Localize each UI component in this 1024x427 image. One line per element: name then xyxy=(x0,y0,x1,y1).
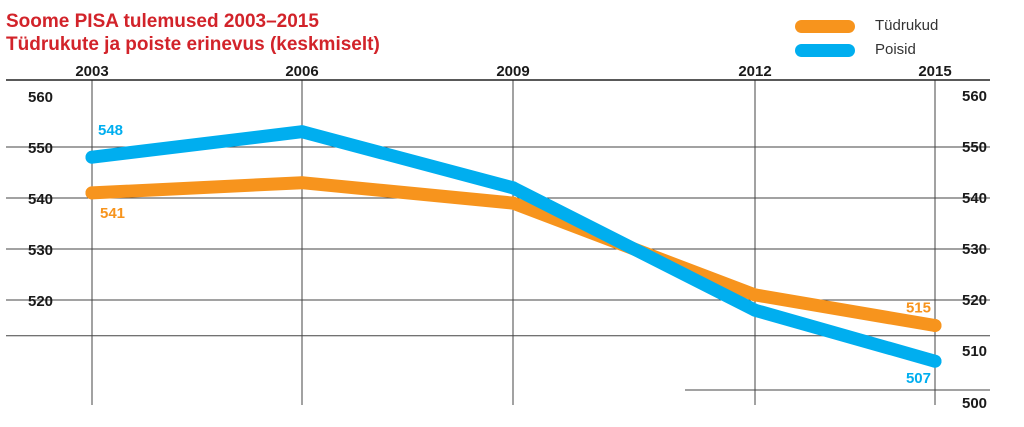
data-point-poisid-2003 xyxy=(85,150,99,164)
y-right-tick-500: 500 xyxy=(962,395,987,412)
data-label-poisid-2003: 548 xyxy=(98,122,123,139)
legend-item-poisid: Poisid xyxy=(795,40,995,64)
data-point-tudrukud-2009 xyxy=(506,196,520,210)
data-label-tudrukud-2003: 541 xyxy=(100,205,125,222)
legend-label-tudrukud: Tüdrukud xyxy=(875,17,939,34)
x-tick-2006: 2006 xyxy=(285,63,318,80)
y-left-tick-550: 550 xyxy=(28,140,53,157)
data-label-poisid-2015: 507 xyxy=(906,370,931,387)
legend-item-tudrukud: Tüdrukud xyxy=(795,16,995,40)
data-point-poisid-2009 xyxy=(506,181,520,195)
y-right-tick-540: 540 xyxy=(962,190,987,207)
x-tick-2009: 2009 xyxy=(496,63,529,80)
x-tick-2015: 2015 xyxy=(918,63,951,80)
y-right-tick-530: 530 xyxy=(962,241,987,258)
data-point-tudrukud-2003 xyxy=(85,186,99,200)
data-point-poisid-2012 xyxy=(748,303,762,317)
data-point-poisid-2006 xyxy=(295,125,309,139)
x-tick-2003: 2003 xyxy=(75,63,108,80)
y-left-tick-540: 540 xyxy=(28,191,53,208)
x-tick-2012: 2012 xyxy=(738,63,771,80)
legend-label-poisid: Poisid xyxy=(875,41,916,58)
legend-swatch-tudrukud xyxy=(795,20,855,33)
data-point-poisid-2015 xyxy=(928,354,942,368)
y-left-tick-530: 530 xyxy=(28,242,53,259)
data-point-tudrukud-2015 xyxy=(928,319,942,332)
y-right-tick-560: 560 xyxy=(962,88,987,105)
legend-swatch-poisid xyxy=(795,44,855,57)
chart-title: Soome PISA tulemused 2003–2015 xyxy=(6,11,319,32)
y-right-tick-550: 550 xyxy=(962,139,987,156)
data-point-tudrukud-2012 xyxy=(748,288,762,302)
y-right-tick-510: 510 xyxy=(962,343,987,360)
y-left-tick-520: 520 xyxy=(28,293,53,310)
data-point-tudrukud-2006 xyxy=(295,176,309,190)
data-label-tudrukud-2015: 515 xyxy=(906,300,931,317)
y-right-tick-520: 520 xyxy=(962,292,987,309)
legend: Tüdrukud Poisid xyxy=(795,16,995,64)
chart-subtitle: Tüdrukute ja poiste erinevus (keskmiselt… xyxy=(6,34,380,55)
y-left-tick-560: 560 xyxy=(28,89,53,106)
